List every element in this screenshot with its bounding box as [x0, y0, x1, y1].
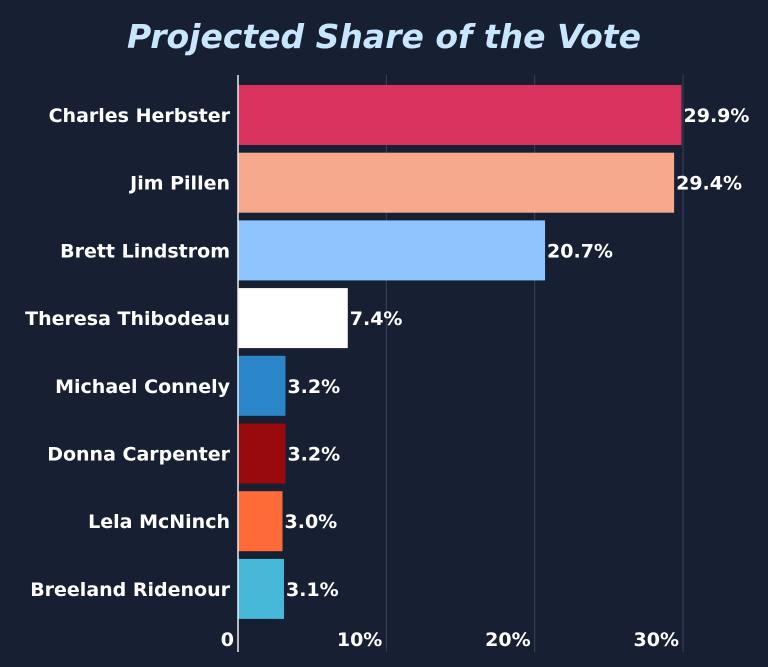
- x-tick-label: 10%: [337, 629, 382, 651]
- bar: [238, 152, 675, 213]
- value-label: 3.0%: [285, 511, 338, 533]
- bar: [238, 355, 286, 416]
- value-label: 20.7%: [547, 240, 613, 262]
- category-label: Donna Carpenter: [47, 444, 230, 466]
- bar: [238, 423, 286, 484]
- category-label: Charles Herbster: [49, 105, 231, 127]
- x-tick-label: 20%: [485, 629, 530, 651]
- category-label: Jim Pillen: [128, 173, 230, 195]
- bar: [238, 288, 348, 349]
- value-label: 3.2%: [287, 376, 340, 398]
- value-label: 3.2%: [287, 444, 340, 466]
- value-label: 29.4%: [676, 173, 742, 195]
- x-tick-label: 0: [221, 629, 234, 651]
- x-tick-label: 30%: [634, 629, 679, 651]
- chart-title: Projected Share of the Vote: [127, 17, 641, 56]
- value-label: 3.1%: [286, 579, 339, 601]
- bar: [238, 220, 546, 281]
- category-label: Breeland Ridenour: [30, 579, 230, 601]
- category-label: Brett Lindstrom: [60, 240, 230, 262]
- bar: [238, 558, 284, 619]
- category-label: Lela McNinch: [88, 511, 230, 533]
- value-label: 29.9%: [684, 105, 750, 127]
- bar: [238, 491, 283, 552]
- bar: [238, 85, 682, 145]
- value-label: 7.4%: [350, 308, 403, 330]
- category-label: Michael Connely: [55, 376, 230, 398]
- category-label: Theresa Thibodeau: [25, 308, 230, 330]
